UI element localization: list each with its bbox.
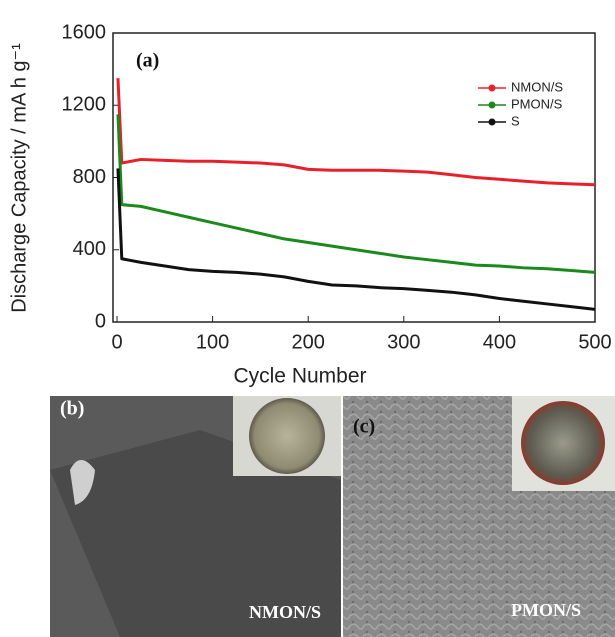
y-tick-label: 400: [73, 238, 106, 260]
legend-label: S: [511, 113, 520, 128]
figure: 0 400 800 1200 1600 0 100 200 300 400 500 Cycle Num…: [0, 0, 615, 637]
chart-title: (a): [136, 50, 159, 72]
legend-marker: [489, 119, 496, 126]
y-tick-label: 1200: [62, 94, 107, 116]
y-axis-label: Discharge Capacity / mA h g⁻¹: [8, 43, 30, 313]
panel-label: (b): [60, 398, 84, 420]
x-axis-label: Cycle Number: [233, 365, 366, 388]
legend-marker: [489, 85, 496, 92]
x-tick-label: 0: [111, 331, 122, 353]
x-tick-label: 400: [483, 331, 516, 353]
x-tick-label: 300: [387, 331, 420, 353]
series-line: [118, 114, 595, 272]
y-tick-label: 1600: [62, 21, 107, 43]
y-tick-label: 0: [95, 310, 106, 332]
x-tick-label: 100: [196, 331, 229, 353]
x-tick-label: 500: [578, 331, 611, 353]
legend-marker: [489, 102, 496, 109]
panel-c: (c) PMON/S: [343, 396, 615, 637]
coin: [249, 398, 325, 474]
panel-b: (b) NMON/S: [50, 396, 341, 637]
x-tick-label: 200: [292, 331, 325, 353]
legend-label: NMON/S: [511, 79, 563, 94]
coin: [521, 401, 605, 485]
legend-label: PMON/S: [511, 96, 563, 111]
chart-a: 0 400 800 1200 1600 0 100 200 300 400 500 Cycle Num…: [8, 21, 611, 387]
panel-caption: NMON/S: [249, 602, 321, 622]
panel-label: (c): [353, 416, 375, 438]
plot-frame: [113, 33, 595, 322]
panel-caption: PMON/S: [511, 600, 581, 620]
series-line: [118, 168, 595, 309]
y-tick-label: 800: [73, 166, 106, 188]
